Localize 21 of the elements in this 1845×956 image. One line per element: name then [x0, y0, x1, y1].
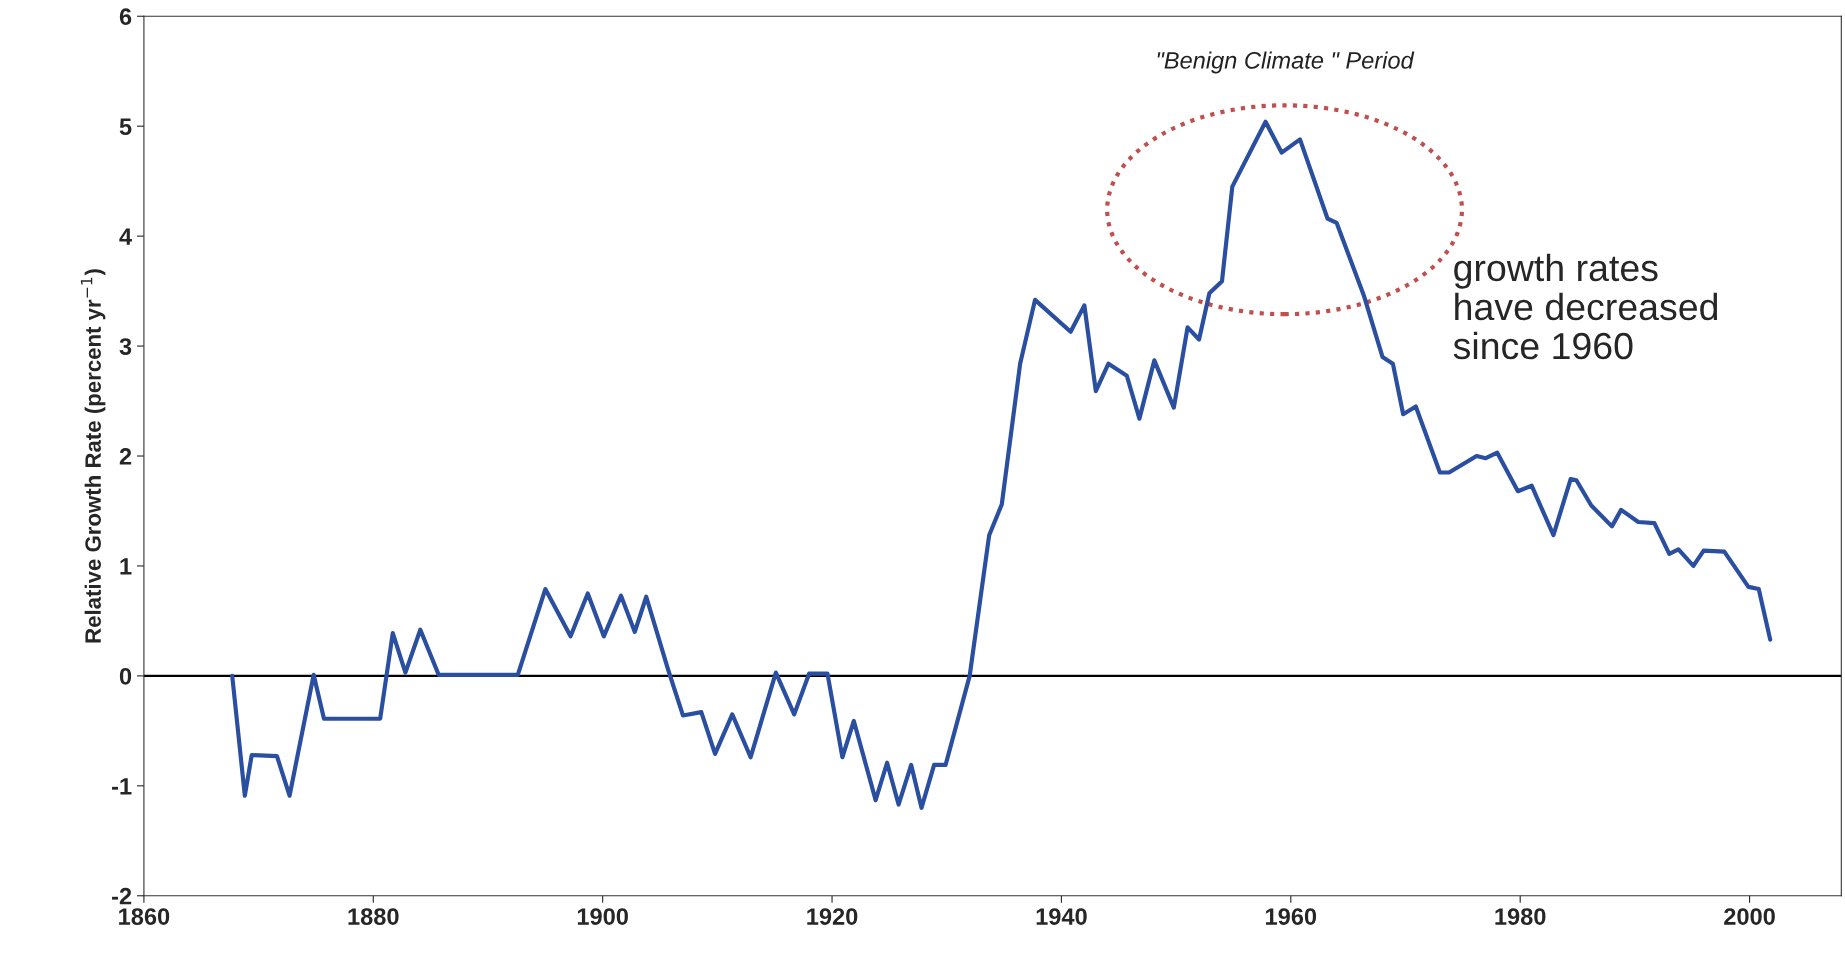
y-tick-label: 3 — [119, 338, 132, 355]
x-tick-label: 1920 — [807, 908, 858, 925]
y-tick-label: 6 — [119, 8, 132, 26]
y-tick-label: 5 — [119, 118, 132, 135]
x-tick-label: 1880 — [348, 908, 399, 925]
y-tick-label: 4 — [119, 228, 132, 245]
y-tick-label: 0 — [119, 667, 132, 685]
y-tick-label: 2 — [119, 448, 132, 465]
x-tick-label: 1900 — [577, 908, 628, 925]
y-tick-label: -1 — [112, 778, 132, 795]
x-tick-label: 1960 — [1266, 908, 1317, 925]
y-axis-title: Relative Growth Rate (percent yr$^{−1}$) — [80, 269, 106, 643]
x-tick-label: 1940 — [1036, 908, 1087, 925]
x-tick-label: 2000 — [1724, 908, 1775, 925]
x-tick-label: 1980 — [1495, 908, 1546, 925]
annotation: "Benign Climate " Period — [1157, 51, 1415, 74]
y-tick-label: -2 — [112, 887, 132, 905]
annotation: growth rates have decreased since 1960 — [1453, 253, 1718, 360]
y-tick-label: 1 — [120, 558, 132, 575]
x-tick-label: 1860 — [119, 908, 170, 925]
line-series — [230, 119, 1773, 810]
